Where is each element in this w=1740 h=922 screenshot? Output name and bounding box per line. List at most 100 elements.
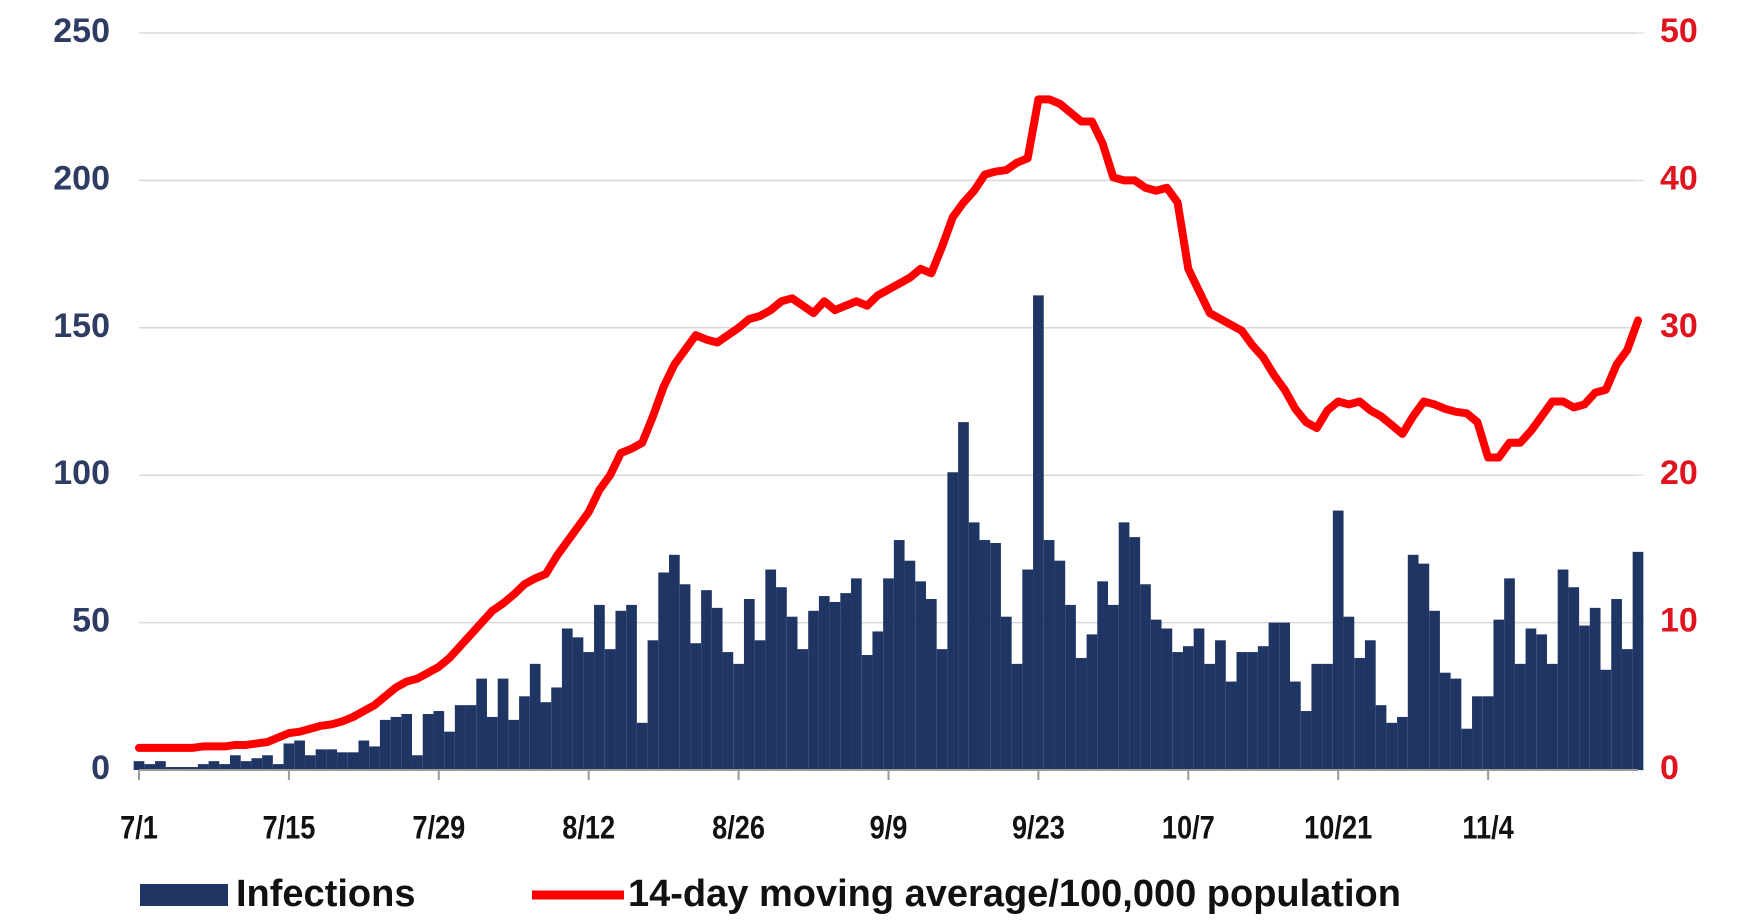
bar xyxy=(187,767,198,770)
bar xyxy=(1215,640,1226,770)
bar xyxy=(904,560,916,770)
bar xyxy=(1364,640,1376,770)
bar xyxy=(1429,610,1440,770)
bar xyxy=(390,716,402,770)
bar xyxy=(230,755,241,770)
bar xyxy=(508,719,520,770)
bar xyxy=(1493,619,1505,770)
bar xyxy=(283,743,295,770)
bar xyxy=(743,599,755,770)
bar xyxy=(1129,537,1141,770)
bar xyxy=(1482,696,1494,770)
bar xyxy=(690,643,702,770)
bar xyxy=(315,749,327,770)
x-tick-label: 9/9 xyxy=(870,810,908,846)
x-tick-label: 8/26 xyxy=(712,810,765,846)
bar xyxy=(733,663,744,770)
bar xyxy=(337,752,348,770)
bar xyxy=(1107,604,1119,770)
bar xyxy=(883,578,894,770)
bar xyxy=(251,758,263,770)
y2-tick-label: 20 xyxy=(1660,454,1698,492)
bar xyxy=(861,655,873,770)
bar xyxy=(519,696,530,770)
bar xyxy=(1140,584,1151,770)
bar xyxy=(968,522,980,770)
bar xyxy=(1300,711,1312,770)
bar xyxy=(658,572,670,770)
legend-swatch xyxy=(140,884,228,906)
bar xyxy=(1172,652,1183,770)
bar xyxy=(208,761,220,770)
bar xyxy=(1161,628,1173,770)
bar xyxy=(486,716,498,770)
bar xyxy=(1589,607,1601,770)
bar xyxy=(872,631,884,770)
bar xyxy=(1632,551,1644,770)
x-tick-label: 11/4 xyxy=(1462,810,1514,846)
x-tick-label: 7/1 xyxy=(120,810,158,846)
bar xyxy=(1204,663,1216,770)
bar xyxy=(165,767,177,770)
y-tick-label: 0 xyxy=(91,749,110,787)
bar xyxy=(979,540,991,770)
bar xyxy=(422,713,434,770)
bar xyxy=(529,663,541,770)
bar xyxy=(1621,649,1633,770)
bar xyxy=(369,746,380,770)
bar xyxy=(786,616,798,770)
bar xyxy=(176,767,188,770)
bar xyxy=(1332,510,1344,770)
x-tick-label: 10/21 xyxy=(1304,810,1372,846)
bar xyxy=(412,755,423,770)
bar xyxy=(583,652,595,770)
bar xyxy=(1450,678,1462,770)
bar xyxy=(433,711,445,770)
bar xyxy=(1504,578,1515,770)
bar xyxy=(1611,599,1622,770)
y-tick-label: 200 xyxy=(53,159,110,197)
bar xyxy=(1439,672,1451,770)
bar xyxy=(958,422,969,770)
bar xyxy=(358,740,370,770)
bar xyxy=(1033,295,1044,770)
bar xyxy=(1343,616,1355,770)
bar xyxy=(1247,652,1258,770)
bar xyxy=(465,705,477,770)
bar xyxy=(304,755,316,770)
line xyxy=(135,95,1642,752)
bar xyxy=(776,587,787,770)
bar xyxy=(701,590,712,770)
bar xyxy=(1311,663,1323,770)
bar xyxy=(604,649,616,770)
bar xyxy=(294,740,305,770)
y2-tick-label: 10 xyxy=(1660,602,1698,640)
bar xyxy=(1354,657,1365,770)
bar xyxy=(636,722,648,770)
bar xyxy=(925,599,937,770)
bar xyxy=(444,731,455,770)
bar xyxy=(1182,646,1194,770)
bar xyxy=(840,593,852,770)
bar xyxy=(240,761,252,770)
y-tick-label: 150 xyxy=(53,307,110,345)
y2-tick-label: 50 xyxy=(1660,12,1698,50)
x-tick-label: 7/15 xyxy=(262,810,315,846)
bar xyxy=(133,761,145,770)
bar xyxy=(262,755,273,770)
bar xyxy=(626,604,637,770)
bar xyxy=(1257,646,1269,770)
bar xyxy=(808,610,819,770)
bar xyxy=(155,761,166,770)
bar xyxy=(1236,652,1248,770)
bar xyxy=(379,719,391,770)
bar xyxy=(1150,619,1162,770)
bar xyxy=(1225,681,1237,770)
x-tick-label: 7/29 xyxy=(412,810,465,846)
legend-label: Infections xyxy=(236,873,415,915)
y-tick-label: 50 xyxy=(72,602,110,640)
bar xyxy=(572,637,584,770)
bar xyxy=(1086,634,1098,770)
bar xyxy=(1322,663,1333,770)
